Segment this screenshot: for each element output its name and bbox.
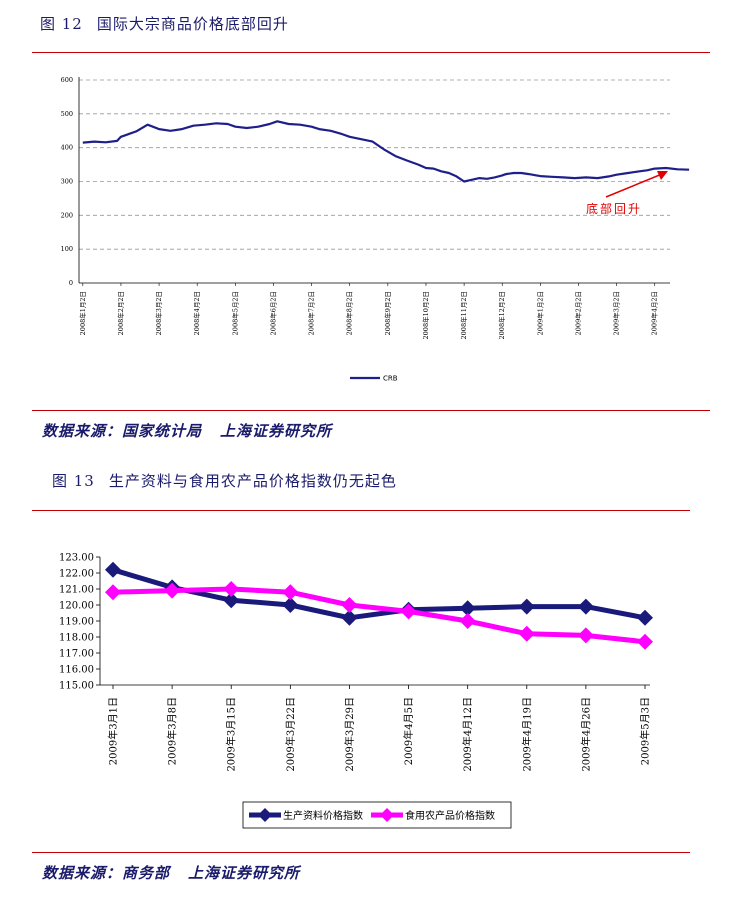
crb-xtick-label: 2008年6月2日: [268, 291, 277, 335]
crb-xtick-label: 2008年2月2日: [116, 291, 125, 335]
index-xtick-label: 2009年5月3日: [639, 697, 652, 765]
index-ytick-label: 116.00: [59, 665, 94, 676]
food-data-point: [518, 625, 535, 642]
index-xtick-label: 2009年4月12日: [461, 697, 474, 772]
producer-data-point: [223, 592, 240, 609]
index-xtick-label: 2009年4月5日: [402, 697, 415, 765]
index-xtick-label: 2009年4月26日: [579, 697, 592, 772]
index-ytick-label: 123.00: [59, 553, 94, 564]
food-data-point: [341, 597, 358, 613]
food-data-point: [459, 613, 476, 629]
producer-data-point: [577, 598, 594, 615]
food-data-point: [637, 633, 653, 650]
food-data-point: [164, 582, 181, 599]
crb-xtick-label: 2009年2月2日: [573, 291, 582, 335]
crb-xtick-label: 2008年12月2日: [497, 291, 506, 339]
crb-xtick-label: 2009年3月2日: [612, 291, 621, 335]
index-xtick-label: 2009年3月15日: [225, 697, 238, 772]
producer-data-point: [637, 609, 653, 626]
index-xtick-label: 2009年3月22日: [284, 697, 297, 772]
figure13-bottom-rule: [32, 852, 690, 853]
index-ytick-label: 120.00: [59, 601, 94, 612]
figure12-title-text: 国际大宗商品价格底部回升: [96, 15, 289, 33]
crb-xtick-label: 2008年10月2日: [421, 291, 430, 339]
crb-xtick-label: 2009年4月2日: [650, 291, 659, 335]
figure13-title-text: 生产资料与食用农产品价格指数仍无起色: [108, 472, 397, 490]
crb-chart: 0 100 200 300 400 500 600 2008年1月2日 2008年2月2日 200…: [61, 76, 690, 383]
index-ytick-label: 122.00: [59, 569, 94, 580]
food-data-point: [282, 584, 299, 601]
producer-data-point: [341, 609, 358, 626]
figure12-source-org: 上海证券研究所: [220, 422, 333, 440]
figure13-number: 图 13: [52, 472, 95, 490]
crb-annotation-text: 底部回升: [586, 201, 642, 216]
crb-ytick-label: 0: [69, 279, 73, 287]
crb-ytick-label: 200: [61, 211, 73, 219]
food-legend-marker: [380, 808, 394, 822]
index-ytick-label: 119.00: [59, 617, 94, 628]
figure12-bottom-rule: [32, 410, 710, 411]
food-data-point: [400, 603, 417, 620]
crb-xtick-label: 2008年5月2日: [230, 291, 239, 335]
crb-legend-label: CRB: [383, 375, 398, 383]
figure12-source: 数据来源：国家统计局 上海证券研究所: [42, 420, 332, 441]
crb-ytick-label: 300: [61, 178, 73, 186]
producer-series-line: [112, 567, 646, 621]
food-data-point: [223, 581, 240, 597]
crb-xtick-label: 2008年9月2日: [383, 291, 392, 335]
figure13-source-org: 上海证券研究所: [188, 864, 301, 882]
crb-xtick-label: 2008年1月2日: [78, 291, 87, 335]
crb-ytick-label: 400: [61, 144, 73, 152]
figure12-top-rule: [32, 52, 710, 53]
producer-data-point: [459, 600, 476, 617]
producer-data-point: [518, 598, 535, 615]
food-legend-label: 食用农产品价格指数: [405, 809, 495, 822]
figure12-number: 图 12: [40, 15, 83, 33]
index-ytick-label: 115.00: [59, 681, 94, 692]
food-data-point: [105, 584, 121, 601]
producer-data-point: [105, 561, 121, 578]
food-series-line: [112, 586, 646, 645]
figure13-source: 数据来源：商务部 上海证券研究所: [42, 862, 300, 883]
index-xtick-label: 2009年3月1日: [107, 697, 120, 765]
crb-xtick-label: 2008年4月2日: [192, 291, 201, 335]
figure12-title: 图 12 国际大宗商品价格底部回升: [40, 13, 289, 34]
crb-xtick-label: 2008年3月2日: [154, 291, 163, 335]
index-ytick-label: 117.00: [59, 649, 94, 660]
crb-xtick-label: 2009年1月2日: [535, 291, 544, 335]
crb-annotation-arrowhead: [657, 171, 668, 180]
food-data-point: [577, 627, 594, 644]
figure13-title: 图 13 生产资料与食用农产品价格指数仍无起色: [52, 470, 397, 491]
crb-xtick-label: 2008年8月2日: [345, 291, 354, 335]
crb-ytick-label: 100: [61, 245, 73, 253]
index-xtick-label: 2009年3月8日: [166, 697, 179, 765]
index-ytick-label: 121.00: [59, 585, 94, 596]
figure13-top-rule: [32, 510, 690, 511]
index-xtick-label: 2009年4月19日: [520, 697, 533, 772]
crb-xtick-label: 2008年11月2日: [459, 291, 468, 339]
producer-data-point: [282, 597, 299, 613]
producer-legend-label: 生产资料价格指数: [283, 809, 363, 822]
crb-ytick-label: 500: [61, 110, 73, 118]
index-ytick-label: 118.00: [59, 633, 94, 644]
producer-legend-marker: [258, 808, 272, 822]
crb-annotation-arrow: [605, 173, 663, 198]
crb-ytick-label: 600: [61, 76, 73, 84]
crb-xtick-label: 2008年7月2日: [307, 291, 316, 335]
crb-series-line: [82, 120, 690, 183]
index-xtick-label: 2009年3月29日: [343, 697, 356, 772]
figure12-source-label: 数据来源：国家统计局: [42, 422, 203, 440]
figure13-source-label: 数据来源：商务部: [42, 864, 171, 882]
